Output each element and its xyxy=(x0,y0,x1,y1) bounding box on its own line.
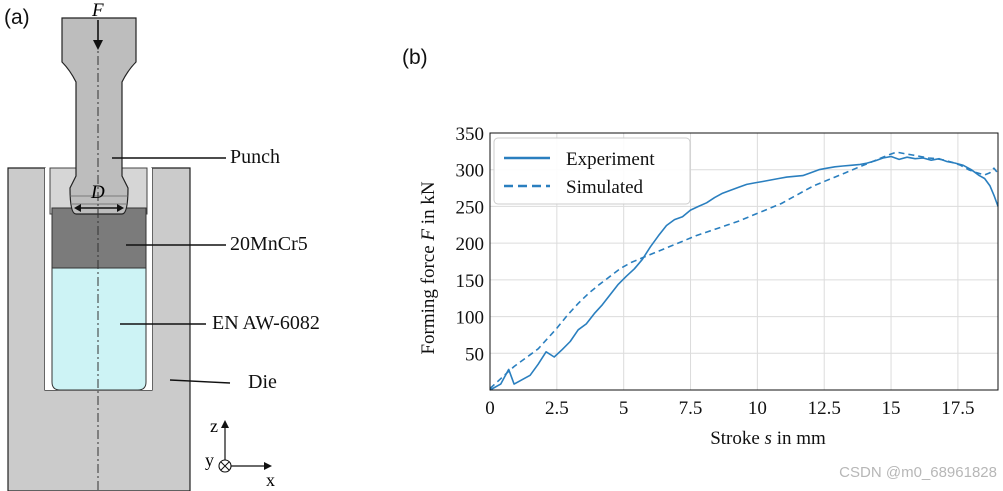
plot-frame xyxy=(489,132,999,391)
aluminium-label: EN AW-6082 xyxy=(212,312,320,334)
y-axis-label: y xyxy=(205,450,214,470)
x-tick-label: 15 xyxy=(882,398,901,419)
legend-experiment-label: Experiment xyxy=(566,149,655,170)
x-tick-label: 10 xyxy=(748,398,767,419)
x-tick-label: 17.5 xyxy=(941,398,974,419)
tool-drawing: F D z y x xyxy=(7,0,275,491)
legend-box xyxy=(493,137,691,205)
x-axis-label: x xyxy=(266,470,275,490)
y-tick-label: 300 xyxy=(456,161,485,182)
tick-labels: 0 2.5 5 7.5 10 12.5 15 17.5 50 100 150 200 250 300 350 xyxy=(456,124,975,419)
panel-b-chart: (b) 0 2.5 5 7.5 10 12.5 15 17.5 50 100 150 200 250 30… xyxy=(400,0,1003,491)
die-label: Die xyxy=(248,371,277,393)
z-axis-head xyxy=(221,420,229,428)
x-tick-label: 0 xyxy=(485,398,495,419)
x-axis-title: Stroke s in mm xyxy=(710,428,826,449)
punch-body xyxy=(61,17,137,215)
force-chart: 0 2.5 5 7.5 10 12.5 15 17.5 50 100 150 200 250 300 350… xyxy=(418,124,999,449)
x-axis-head xyxy=(264,462,272,470)
x-tick-label: 7.5 xyxy=(679,398,703,419)
y-tick-label: 150 xyxy=(456,271,485,292)
punch-label: Punch xyxy=(230,146,280,168)
legend: Experiment Simulated xyxy=(493,137,691,205)
panel-a-label: (a) xyxy=(4,6,30,29)
series-line-experiment xyxy=(489,155,999,391)
diameter-symbol: D xyxy=(90,182,105,203)
y-axis-title: Forming force F in kN xyxy=(418,181,439,354)
panel-a-schematic: (a) F D xyxy=(0,0,400,491)
steel-billet xyxy=(51,207,147,269)
die-leader xyxy=(169,379,231,384)
y-axis-cross xyxy=(220,461,230,471)
y-tick-label: 100 xyxy=(456,308,485,329)
diameter-arrow-right xyxy=(117,204,124,212)
diameter-arrow-left xyxy=(74,204,81,212)
legend-simulated-label: Simulated xyxy=(566,177,644,198)
y-tick-label: 200 xyxy=(456,234,485,255)
y-tick-label: 50 xyxy=(465,344,484,365)
force-arrow-head xyxy=(93,40,103,50)
watermark: CSDN @m0_68961828 xyxy=(839,464,997,481)
series-lines xyxy=(489,151,999,391)
y-tick-label: 250 xyxy=(456,197,485,218)
x-tick-label: 12.5 xyxy=(808,398,841,419)
x-tick-label: 5 xyxy=(619,398,629,419)
steel-label: 20MnCr5 xyxy=(230,233,308,255)
x-tick-label: 2.5 xyxy=(545,398,569,419)
aluminium-billet xyxy=(51,267,147,391)
y-tick-label: 350 xyxy=(456,124,485,145)
panel-b-label: (b) xyxy=(402,46,428,69)
z-axis-label: z xyxy=(210,416,218,436)
force-symbol: F xyxy=(91,0,104,21)
